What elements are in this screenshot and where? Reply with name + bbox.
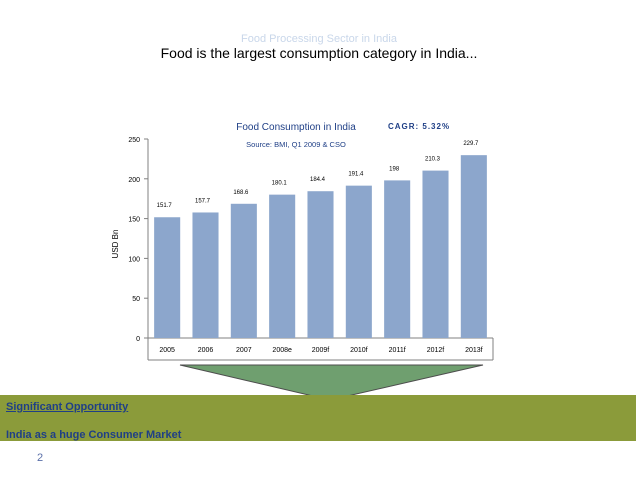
- section-supertitle: Food Processing Sector in India: [241, 33, 397, 45]
- x-tick-label: 2010f: [350, 347, 368, 354]
- x-tick-label: 2005: [159, 347, 175, 354]
- bar: [154, 217, 181, 338]
- x-tick-label: 2013f: [465, 347, 483, 354]
- bar-value-label: 151.7: [157, 203, 173, 209]
- bar: [230, 203, 257, 338]
- y-axis-label: USD Bn: [111, 230, 120, 259]
- bar-value-label: 184.4: [310, 177, 326, 183]
- chart-title: Food Consumption in India: [236, 122, 356, 133]
- x-tick-label: 2012f: [427, 347, 445, 354]
- bar-value-label: 180.1: [272, 181, 288, 187]
- x-tick-label: 2007: [236, 347, 252, 354]
- x-tick-label: 2011f: [389, 347, 406, 354]
- y-tick-label: 150: [128, 217, 140, 224]
- y-tick-label: 200: [128, 177, 140, 184]
- x-tick-label: 2009f: [312, 347, 330, 354]
- opportunity-banner: [0, 395, 636, 441]
- bar-value-label: 210.3: [425, 157, 441, 163]
- bar: [345, 185, 372, 338]
- banner-subheading: India as a huge Consumer Market: [6, 429, 182, 441]
- y-tick-label: 250: [128, 137, 140, 144]
- bar: [192, 212, 219, 338]
- y-tick-label: 0: [136, 336, 140, 343]
- bar: [460, 155, 487, 338]
- bar-value-label: 157.7: [195, 198, 211, 204]
- page-title: Food is the largest consumption category…: [160, 45, 478, 61]
- banner-heading: Significant Opportunity: [6, 401, 129, 413]
- y-tick-label: 50: [132, 296, 140, 303]
- bar-value-label: 198: [389, 166, 400, 172]
- bar: [384, 180, 411, 338]
- bar-value-label: 168.6: [233, 190, 249, 196]
- x-tick-label: 2006: [198, 347, 214, 354]
- chart-subtitle: Source: BMI, Q1 2009 & CSO: [246, 140, 346, 149]
- x-tick-label: 2008e: [272, 347, 292, 354]
- page-number: 2: [37, 452, 44, 464]
- cagr-annotation: CAGR: 5.32%: [388, 122, 450, 131]
- bar: [269, 194, 296, 338]
- y-tick-label: 100: [128, 256, 140, 263]
- bar: [422, 170, 449, 338]
- bar-value-label: 191.4: [348, 172, 364, 178]
- bar-value-label: 229.7: [463, 141, 479, 147]
- bar: [307, 191, 334, 338]
